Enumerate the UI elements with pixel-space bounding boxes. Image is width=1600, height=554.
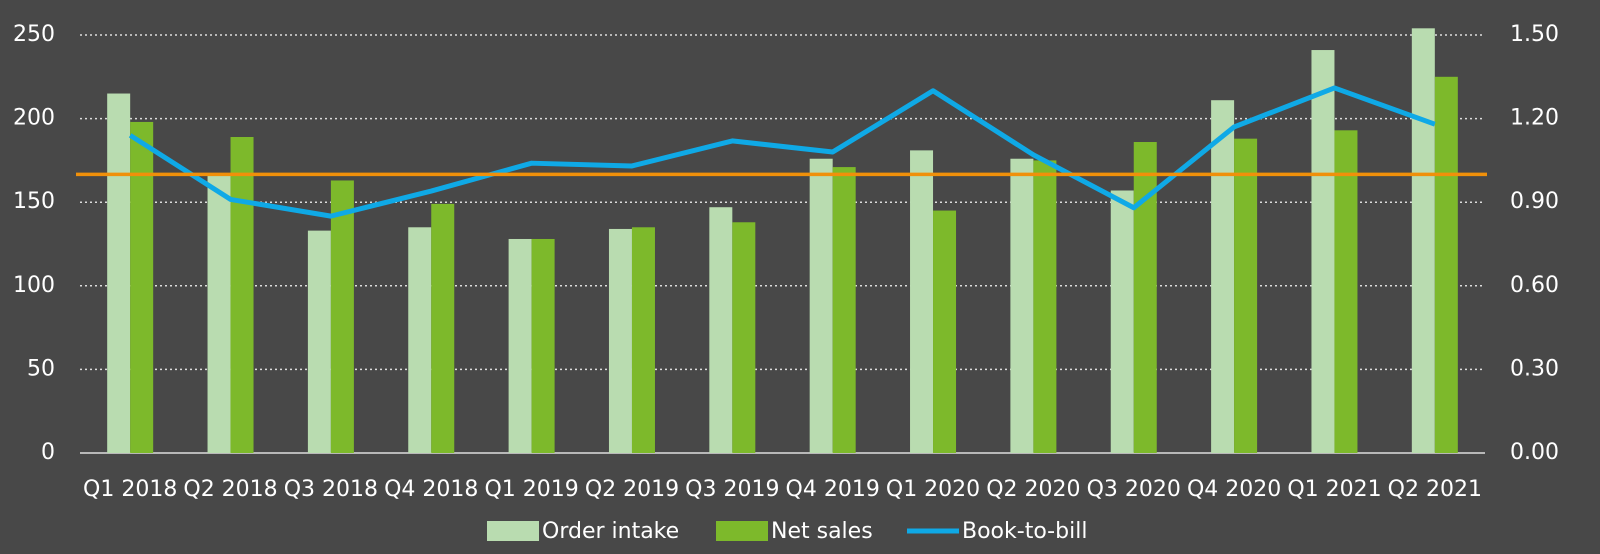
bar [933,210,957,453]
y2-tick-label: 0.90 [1510,189,1559,214]
y2-tick-label: 0.60 [1510,273,1559,298]
bar [631,227,655,453]
y-tick-label: 200 [13,106,55,131]
bar [130,121,154,453]
bar [1133,142,1157,453]
y-tick-label: 150 [13,189,55,214]
bar [910,150,934,454]
x-tick-label: Q3 2019 [685,477,779,502]
x-tick-label: Q2 2020 [986,477,1080,502]
bar [1234,138,1258,453]
bar [330,180,354,454]
x-tick-label: Q4 2020 [1187,477,1281,502]
legend-label: Book-to-bill [962,519,1087,544]
line-series [128,85,1436,219]
legend-swatch [716,521,768,541]
y2-tick-label: 1.20 [1510,106,1559,131]
bar [608,228,632,453]
x-tick-label: Q1 2019 [484,477,578,502]
y2-tick-label: 1.50 [1510,22,1559,47]
legend-label: Net sales [771,519,873,544]
y-tick-label: 50 [27,356,55,381]
x-tick-label: Q2 2018 [183,477,277,502]
bar [230,136,254,453]
bar [431,203,455,453]
bar [809,158,833,453]
y-tick-label: 250 [13,22,55,47]
x-tick-label: Q2 2021 [1388,477,1482,502]
bar [732,222,756,453]
y-tick-label: 100 [13,273,55,298]
bar [107,93,131,454]
bar [207,175,231,453]
bar [1311,50,1335,453]
x-tick-label: Q3 2018 [284,477,378,502]
bar [1434,76,1458,454]
bar [531,238,555,453]
legend-label: Order intake [542,519,679,544]
legend-swatch [487,521,539,541]
bar [508,238,532,453]
x-tick-label: Q1 2021 [1287,477,1381,502]
bar [709,207,733,453]
y2-tick-label: 0.00 [1510,440,1559,465]
x-tick-label: Q4 2018 [384,477,478,502]
bar [832,167,856,453]
bar [1010,158,1034,453]
bar [1211,100,1235,453]
x-tick-label: Q4 2019 [786,477,880,502]
y-tick-label: 0 [41,440,55,465]
x-tick-label: Q1 2018 [83,477,177,502]
bar [1033,160,1057,453]
x-tick-label: Q3 2020 [1087,477,1181,502]
y2-tick-label: 0.30 [1510,356,1559,381]
bar [307,230,331,453]
bar [1334,130,1358,453]
bar [408,227,432,453]
bar [1110,190,1134,453]
x-tick-label: Q2 2019 [585,477,679,502]
bar [1411,28,1435,453]
x-tick-label: Q1 2020 [886,477,980,502]
